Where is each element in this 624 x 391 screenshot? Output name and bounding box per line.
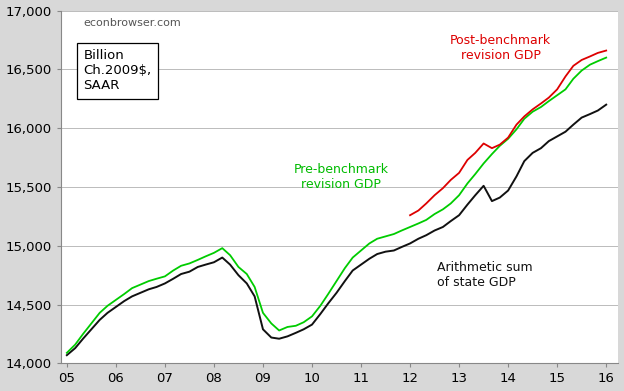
Text: Post-benchmark
revision GDP: Post-benchmark revision GDP [450, 34, 552, 62]
Text: Billion
Ch.2009$,
SAAR: Billion Ch.2009$, SAAR [83, 49, 152, 92]
Text: Pre-benchmark
revision GDP: Pre-benchmark revision GDP [294, 163, 389, 190]
Text: Arithmetic sum
of state GDP: Arithmetic sum of state GDP [437, 261, 533, 289]
Text: econbrowser.com: econbrowser.com [83, 18, 181, 28]
